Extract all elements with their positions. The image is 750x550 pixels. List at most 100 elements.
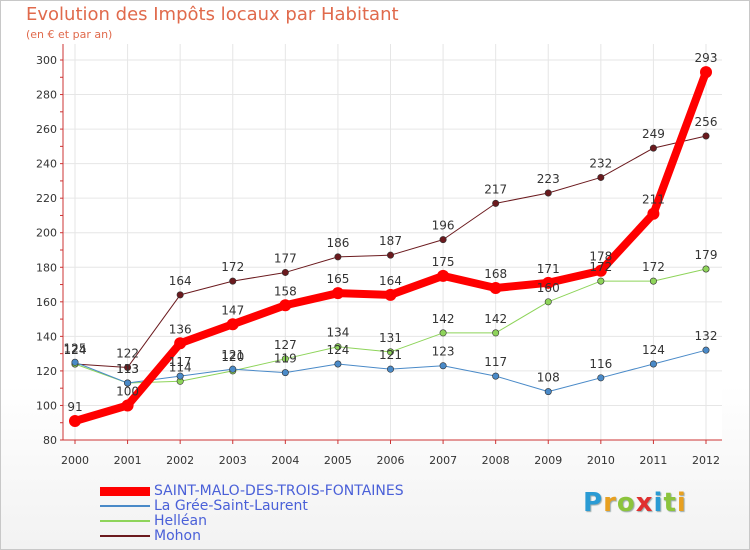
- data-label: 164: [379, 274, 402, 288]
- data-point: [386, 365, 394, 373]
- axes: 80 100 120 140 160 180 200 220 240 260 280 300 2000 2…: [36, 44, 722, 467]
- data-label: 196: [432, 219, 455, 233]
- y-tick-label: 200: [36, 227, 57, 240]
- data-point: [124, 379, 132, 387]
- data-label: 134: [326, 326, 349, 340]
- data-label: 179: [695, 248, 718, 262]
- data-point: [334, 343, 342, 351]
- data-label: 136: [169, 322, 192, 336]
- data-label: 124: [642, 343, 665, 357]
- data-label: 160: [537, 281, 560, 295]
- data-label: 122: [116, 346, 139, 360]
- series-lines: [69, 66, 712, 427]
- data-point: [492, 329, 500, 337]
- data-point: [702, 346, 710, 354]
- data-point: [594, 264, 607, 277]
- data-label: 117: [169, 355, 192, 369]
- data-label: 217: [484, 182, 507, 196]
- x-tick-label: 2005: [324, 454, 352, 467]
- data-point: [597, 173, 605, 181]
- data-label: 119: [274, 352, 297, 366]
- data-label: 117: [484, 355, 507, 369]
- data-point: [492, 372, 500, 380]
- data-point: [281, 369, 289, 377]
- x-tick-label: 2006: [377, 454, 405, 467]
- data-label: 142: [484, 312, 507, 326]
- data-point: [542, 276, 555, 289]
- data-label: 175: [432, 255, 455, 269]
- data-point: [331, 287, 344, 300]
- data-label: 124: [64, 343, 87, 357]
- data-labels: 124 122 164 172 177 186 187 196 217 223 232 249 256 1…: [64, 51, 718, 414]
- data-point: [226, 318, 239, 331]
- proxiti-logo: Proxiti: [583, 488, 687, 518]
- data-label: 121: [221, 348, 244, 362]
- logo-letter: x: [635, 488, 654, 518]
- logo-letter: r: [603, 488, 617, 518]
- legend-label: Mohon: [154, 528, 201, 544]
- legend-swatch: [100, 505, 150, 507]
- data-point: [384, 288, 397, 301]
- data-label: 249: [642, 127, 665, 141]
- data-label: 232: [589, 156, 612, 170]
- data-label: 256: [695, 115, 718, 129]
- x-tick-label: 2011: [639, 454, 667, 467]
- y-tick-label: 220: [36, 192, 57, 205]
- data-point: [437, 269, 450, 282]
- x-tick-label: 2012: [692, 454, 720, 467]
- data-label: 172: [642, 260, 665, 274]
- data-point: [229, 365, 237, 373]
- data-point: [597, 374, 605, 382]
- logo-letter: i: [676, 488, 687, 518]
- data-label: 168: [484, 267, 507, 281]
- data-label: 142: [432, 312, 455, 326]
- x-tick-label: 2000: [61, 454, 89, 467]
- data-label: 125: [64, 341, 87, 355]
- x-tick-label: 2001: [114, 454, 142, 467]
- data-label: 186: [326, 236, 349, 250]
- data-point: [334, 253, 342, 261]
- data-point: [281, 268, 289, 276]
- data-label: 120: [221, 350, 244, 364]
- data-label: 124: [326, 343, 349, 357]
- data-point: [386, 348, 394, 356]
- x-tick-label: 2003: [219, 454, 247, 467]
- data-point: [544, 298, 552, 306]
- data-label: 114: [169, 360, 192, 374]
- x-tick-label: 2008: [482, 454, 510, 467]
- logo-letter: i: [653, 488, 664, 518]
- legend-label: Helléan: [154, 513, 207, 529]
- data-point: [702, 265, 710, 273]
- logo-letter: t: [663, 488, 677, 518]
- data-label: 158: [274, 284, 297, 298]
- data-point: [281, 355, 289, 363]
- data-label: 172: [589, 260, 612, 274]
- data-label: 164: [169, 274, 192, 288]
- chart-subtitle: (en € et par an): [26, 28, 113, 41]
- data-point: [544, 388, 552, 396]
- data-label: 211: [642, 193, 665, 207]
- logo-letter: o: [616, 488, 636, 518]
- y-tick-label: 160: [36, 296, 57, 309]
- data-point: [174, 337, 187, 350]
- data-point: [386, 251, 394, 259]
- data-label: 121: [379, 348, 402, 362]
- x-tick-label: 2002: [166, 454, 194, 467]
- data-point: [176, 372, 184, 380]
- data-point: [544, 189, 552, 197]
- data-point: [124, 363, 132, 371]
- x-tick-label: 2009: [534, 454, 562, 467]
- legend-swatch: [100, 520, 150, 522]
- data-label: 100: [116, 384, 139, 398]
- y-tick-label: 260: [36, 123, 57, 136]
- data-label: 165: [326, 272, 349, 286]
- y-tick-label: 280: [36, 89, 57, 102]
- data-label: 178: [589, 250, 612, 264]
- x-tick-label: 2004: [271, 454, 299, 467]
- plot-area: [63, 44, 722, 440]
- data-point: [489, 282, 502, 294]
- data-label: 113: [116, 362, 139, 376]
- data-label: 124: [64, 343, 87, 357]
- data-point: [439, 362, 447, 370]
